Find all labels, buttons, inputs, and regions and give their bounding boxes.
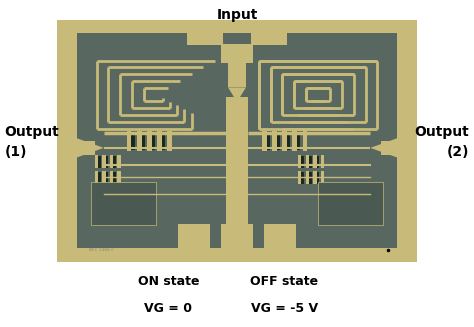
- Bar: [95, 155, 98, 168]
- Bar: [110, 155, 113, 168]
- Bar: [264, 224, 296, 248]
- Bar: [301, 172, 304, 183]
- Bar: [91, 182, 156, 225]
- Text: Output: Output: [414, 126, 469, 139]
- Text: Output: Output: [5, 126, 60, 139]
- Bar: [317, 172, 319, 183]
- Bar: [297, 132, 300, 150]
- Polygon shape: [228, 87, 246, 102]
- Bar: [262, 131, 266, 151]
- Bar: [317, 156, 319, 168]
- Bar: [137, 131, 142, 151]
- Bar: [321, 171, 324, 184]
- Text: (2): (2): [447, 145, 469, 159]
- Bar: [142, 132, 145, 150]
- Bar: [283, 131, 287, 151]
- Bar: [397, 20, 417, 262]
- Text: VG = -5 V: VG = -5 V: [251, 302, 318, 316]
- Bar: [113, 156, 116, 168]
- Bar: [162, 132, 165, 150]
- Bar: [272, 131, 277, 151]
- Bar: [77, 33, 397, 248]
- Bar: [226, 97, 248, 237]
- Text: BFC 1366 C: BFC 1366 C: [89, 248, 115, 252]
- Bar: [309, 156, 311, 168]
- Bar: [157, 131, 162, 151]
- Bar: [57, 248, 417, 262]
- Bar: [228, 63, 246, 87]
- Bar: [221, 224, 253, 248]
- Bar: [95, 171, 98, 184]
- Bar: [57, 20, 417, 33]
- Bar: [298, 155, 301, 168]
- Bar: [152, 132, 155, 150]
- Bar: [221, 44, 253, 63]
- Bar: [102, 171, 106, 184]
- Text: Input: Input: [216, 8, 258, 22]
- Bar: [98, 156, 100, 168]
- Bar: [306, 171, 309, 184]
- Bar: [381, 141, 399, 155]
- Bar: [287, 132, 290, 150]
- Bar: [251, 21, 287, 45]
- Bar: [301, 156, 304, 168]
- Bar: [178, 224, 210, 248]
- Bar: [127, 131, 131, 151]
- Bar: [187, 21, 223, 45]
- Polygon shape: [370, 138, 397, 158]
- Bar: [266, 132, 270, 150]
- Bar: [306, 155, 309, 168]
- Bar: [110, 171, 113, 184]
- Bar: [167, 131, 172, 151]
- Bar: [106, 156, 108, 168]
- Bar: [118, 155, 121, 168]
- Bar: [118, 171, 121, 184]
- Bar: [313, 155, 317, 168]
- Bar: [113, 172, 116, 183]
- Bar: [77, 141, 95, 155]
- Bar: [292, 131, 297, 151]
- Bar: [318, 182, 383, 225]
- Polygon shape: [77, 138, 104, 158]
- Text: OFF state: OFF state: [250, 275, 319, 288]
- Bar: [147, 131, 152, 151]
- Text: VG = 0: VG = 0: [144, 302, 192, 316]
- Text: ON state: ON state: [137, 275, 199, 288]
- Bar: [102, 155, 106, 168]
- Bar: [321, 155, 324, 168]
- Text: (1): (1): [5, 145, 27, 159]
- Bar: [302, 131, 307, 151]
- Bar: [57, 20, 77, 262]
- Bar: [309, 172, 311, 183]
- Bar: [131, 132, 135, 150]
- Bar: [313, 171, 317, 184]
- Bar: [277, 132, 280, 150]
- Bar: [298, 171, 301, 184]
- Bar: [106, 172, 108, 183]
- Bar: [98, 172, 100, 183]
